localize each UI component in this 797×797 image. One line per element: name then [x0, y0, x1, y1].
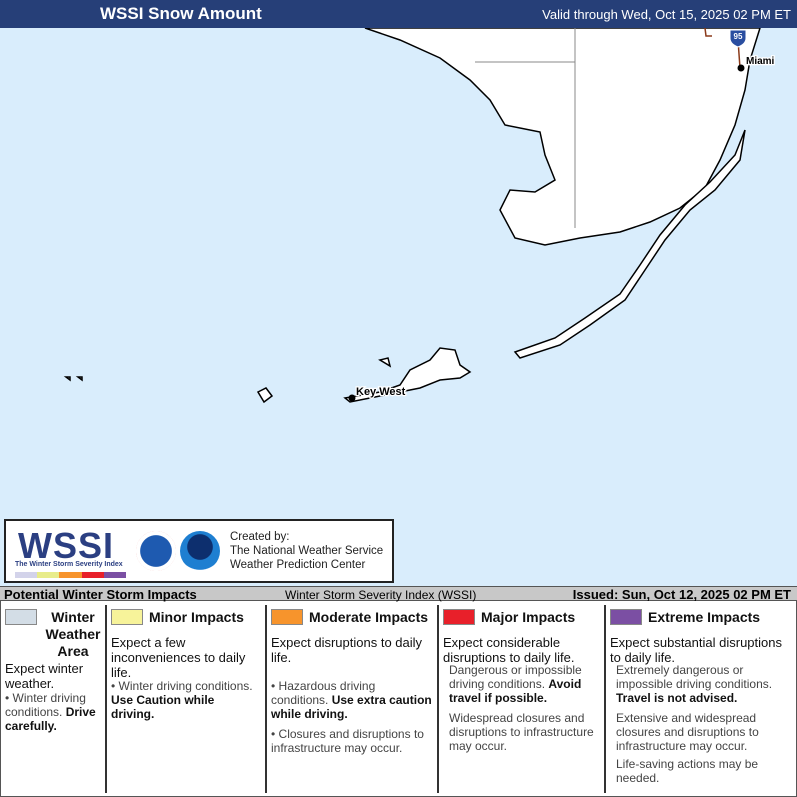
- legend-swatch: [111, 609, 143, 625]
- legend-swatch: [443, 609, 475, 625]
- wssi-logo-subtitle: The Winter Storm Severity Index: [15, 561, 123, 568]
- nws-logo-icon: [136, 531, 176, 571]
- legend-expectation: Expect disruptions to daily life.: [271, 635, 423, 665]
- legend-major-impacts: Major Impacts Expect considerable disrupt…: [439, 605, 606, 793]
- legend-minor-impacts: Minor Impacts Expect a few inconveniences…: [107, 605, 267, 793]
- noaa-logo-icon: [180, 531, 220, 571]
- key-west-dot: [348, 394, 356, 402]
- issued-time: Issued: Sun, Oct 12, 2025 02 PM ET: [572, 587, 791, 602]
- legend-swatch: [271, 609, 303, 625]
- legend-swatch: [610, 609, 642, 625]
- lower-keys: [343, 347, 472, 403]
- index-name: Winter Storm Severity Index (WSSI): [285, 588, 477, 602]
- legend-expectation: Expect winter weather.: [5, 661, 84, 691]
- legend-bullet: Extremely dangerous or impossible drivin…: [616, 663, 773, 705]
- legend-heading: Winter Weather Area: [45, 609, 101, 659]
- legend-bullet: Extensive and widespread closures and di…: [616, 711, 759, 753]
- map-title: WSSI Snow Amount: [100, 4, 262, 23]
- header-bar: WSSI Snow Amount Valid through Wed, Oct …: [0, 0, 797, 28]
- legend-heading: Major Impacts: [481, 609, 576, 625]
- florida-land: [364, 28, 761, 246]
- impacts-title: Potential Winter Storm Impacts: [4, 587, 197, 602]
- miami-label: Miami: [746, 56, 775, 67]
- key-west-label: Key West: [356, 386, 406, 398]
- small-islands: [63, 357, 392, 404]
- legend-bullet: • Winter driving conditions. Drive caref…: [5, 691, 96, 733]
- legend-expectation: Expect substantial disruptions to daily …: [610, 635, 782, 665]
- impacts-legend: Winter Weather Area Expect winter weather…: [0, 601, 797, 797]
- wssi-logo-panel: WSSI The Winter Storm Severity Index Cre…: [4, 519, 394, 583]
- wssi-color-bar: [15, 572, 127, 578]
- florida-keys: [513, 129, 746, 359]
- legend-bullet: Widespread closures and disruptions to i…: [449, 711, 594, 753]
- created-by-label: Created by:: [230, 531, 290, 543]
- legend-swatch: [5, 609, 37, 625]
- org-nws: The National Weather Service: [230, 545, 384, 557]
- interstate-label: 95: [734, 32, 743, 41]
- interstate-shield-icon: [729, 29, 747, 48]
- map-svg: 95 Miami Key West: [63, 28, 776, 404]
- legend-bullet: • Hazardous driving conditions. Use extr…: [271, 679, 432, 721]
- org-wpc: Weather Prediction Center: [230, 559, 366, 571]
- legend-extreme-impacts: Extreme Impacts Expect substantial disrup…: [606, 605, 797, 793]
- legend-moderate-impacts: Moderate Impacts Expect disruptions to da…: [267, 605, 439, 793]
- legend-expectation: Expect a few inconveniences to daily lif…: [111, 635, 246, 680]
- legend-bullet: Life-saving actions may be needed.: [616, 757, 759, 785]
- miami-dot: [737, 64, 745, 72]
- impacts-title-bar: Potential Winter Storm Impacts Winter St…: [0, 586, 797, 602]
- legend-bullet: • Closures and disruptions to infrastruc…: [271, 727, 424, 755]
- county-lines: [475, 28, 576, 228]
- legend-heading: Minor Impacts: [149, 609, 244, 625]
- legend-heading: Moderate Impacts: [309, 609, 429, 625]
- wssi-logo-text: WSSI: [18, 525, 115, 566]
- map-area[interactable]: 95 Miami Key West: [0, 28, 797, 586]
- legend-expectation: Expect considerable disruptions to daily…: [443, 635, 575, 665]
- created-by: Created by: The National Weather Service…: [230, 530, 383, 572]
- legend-bullet: Dangerous or impossible driving conditio…: [449, 663, 582, 705]
- legend-heading: Extreme Impacts: [648, 609, 761, 625]
- valid-time: Valid through Wed, Oct 15, 2025 02 PM ET: [542, 7, 791, 22]
- legend-bullet: • Winter driving conditions. Use Caution…: [111, 679, 253, 721]
- legend-winter-weather-area: Winter Weather Area Expect winter weather…: [1, 605, 107, 793]
